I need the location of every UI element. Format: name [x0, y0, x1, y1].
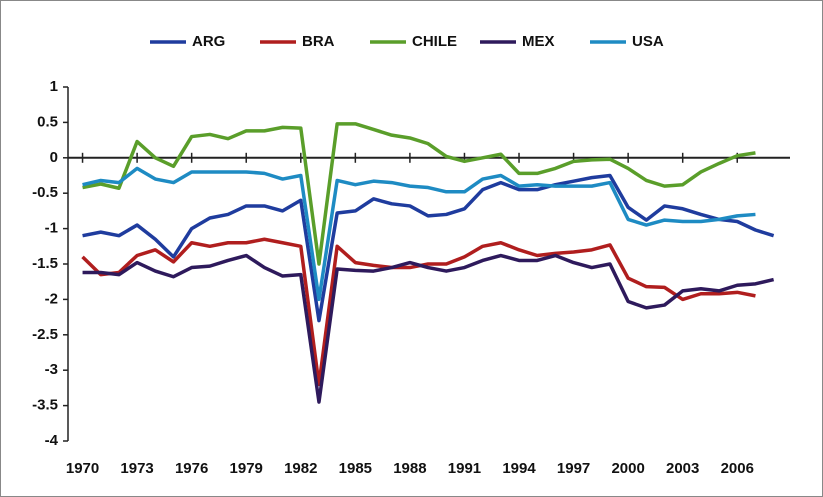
x-tick-label: 1994 — [502, 460, 536, 477]
legend-label: USA — [632, 33, 664, 50]
x-tick-label: 1982 — [284, 460, 317, 477]
y-tick-label: -2 — [45, 290, 58, 307]
x-tick-label: 1997 — [557, 460, 590, 477]
legend-label: CHILE — [412, 33, 457, 50]
y-tick-label: 0.5 — [37, 113, 58, 130]
y-tick-label: -3 — [45, 361, 58, 378]
y-tick-label: -2.5 — [32, 326, 58, 343]
x-tick-label: 2000 — [611, 460, 644, 477]
y-tick-label: 0 — [50, 149, 58, 166]
series-line — [82, 122, 756, 266]
y-tick-label: -1.5 — [32, 255, 58, 272]
series-line — [82, 253, 775, 404]
legend-label: ARG — [192, 33, 225, 50]
x-tick-label: 2006 — [721, 460, 754, 477]
x-tick-label: 1973 — [120, 460, 153, 477]
y-tick-label: -3.5 — [32, 397, 58, 414]
x-tick-label: 1991 — [448, 460, 481, 477]
legend-label: BRA — [302, 33, 335, 50]
y-tick-label: -0.5 — [32, 184, 58, 201]
series-line — [82, 173, 775, 323]
legend-label: MEX — [522, 33, 555, 50]
x-tick-label: 1988 — [393, 460, 426, 477]
y-tick-label: -1 — [45, 220, 58, 237]
y-tick-label: 1 — [50, 78, 58, 95]
x-tick-label: 1970 — [66, 460, 99, 477]
series-line — [82, 166, 756, 302]
x-tick-label: 2003 — [666, 460, 699, 477]
x-tick-label: 1985 — [339, 460, 372, 477]
y-tick-label: -4 — [45, 432, 59, 449]
x-tick-label: 1976 — [175, 460, 208, 477]
x-tick-label: 1979 — [230, 460, 263, 477]
